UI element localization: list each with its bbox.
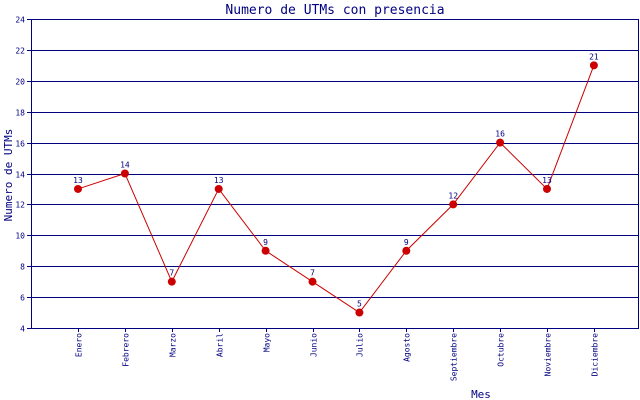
y-tick-label: 4 [20,325,25,334]
x-tick-label: Septiembre [450,333,459,381]
data-point [308,277,317,286]
x-tick-label: Febrero [122,333,131,367]
data-label: 7 [169,269,174,278]
data-point [496,138,505,147]
x-axis-ticks: Enero Febrero Marzo Abril Mayo Junio Julio Agos… [75,328,600,381]
x-tick-label: Junio [310,333,319,357]
y-tick-label: 12 [15,201,25,210]
y-tick-label: 10 [15,232,25,241]
chart-title: Numero de UTMs con presencia [225,3,444,18]
y-tick-label: 24 [15,16,25,25]
data-label: 14 [120,161,130,170]
data-point [261,246,270,255]
x-tick-label: Agosto [403,333,412,362]
data-label: 12 [448,191,458,200]
x-tick-label: Octubre [497,333,506,367]
y-axis-title: Numero de UTMs [2,129,15,222]
y-tick-label: 18 [15,109,25,118]
y-tick-label: 8 [20,263,25,272]
data-point [589,61,598,70]
x-tick-label: Abril [216,333,225,357]
data-point [74,184,82,193]
data-label: 21 [589,52,599,61]
x-tick-label: Marzo [169,333,178,357]
data-point [214,184,223,193]
data-point [120,169,129,178]
x-tick-label: Enero [75,333,84,357]
data-label: 13 [73,176,83,185]
data-series: 13 14 7 13 9 7 5 9 12 16 13 21 [73,52,599,317]
y-tick-label: 16 [15,140,25,149]
series-line [77,65,595,314]
data-point [543,184,551,193]
data-label: 9 [404,238,409,247]
y-tick-label: 14 [15,171,25,180]
x-tick-label: Noviembre [544,333,553,377]
data-label: 16 [495,130,505,139]
x-tick-label: Diciembre [591,333,600,377]
data-label: 5 [357,300,362,309]
x-tick-label: Julio [356,333,365,357]
y-tick-label: 20 [15,78,25,87]
x-tick-label: Mayo [263,333,272,352]
data-label: 7 [310,269,315,278]
y-tick-label: 6 [20,294,25,303]
data-label: 9 [263,238,268,247]
data-point [449,200,458,209]
data-point [167,277,176,286]
y-axis-ticks: 4 6 8 10 12 14 16 18 20 22 24 [15,16,31,334]
data-point [355,308,364,317]
data-label: 13 [542,176,552,185]
y-tick-label: 22 [15,47,25,56]
data-point [402,246,411,255]
axes [31,19,639,329]
x-axis-title: Mes [471,388,491,400]
data-label: 13 [214,176,224,185]
